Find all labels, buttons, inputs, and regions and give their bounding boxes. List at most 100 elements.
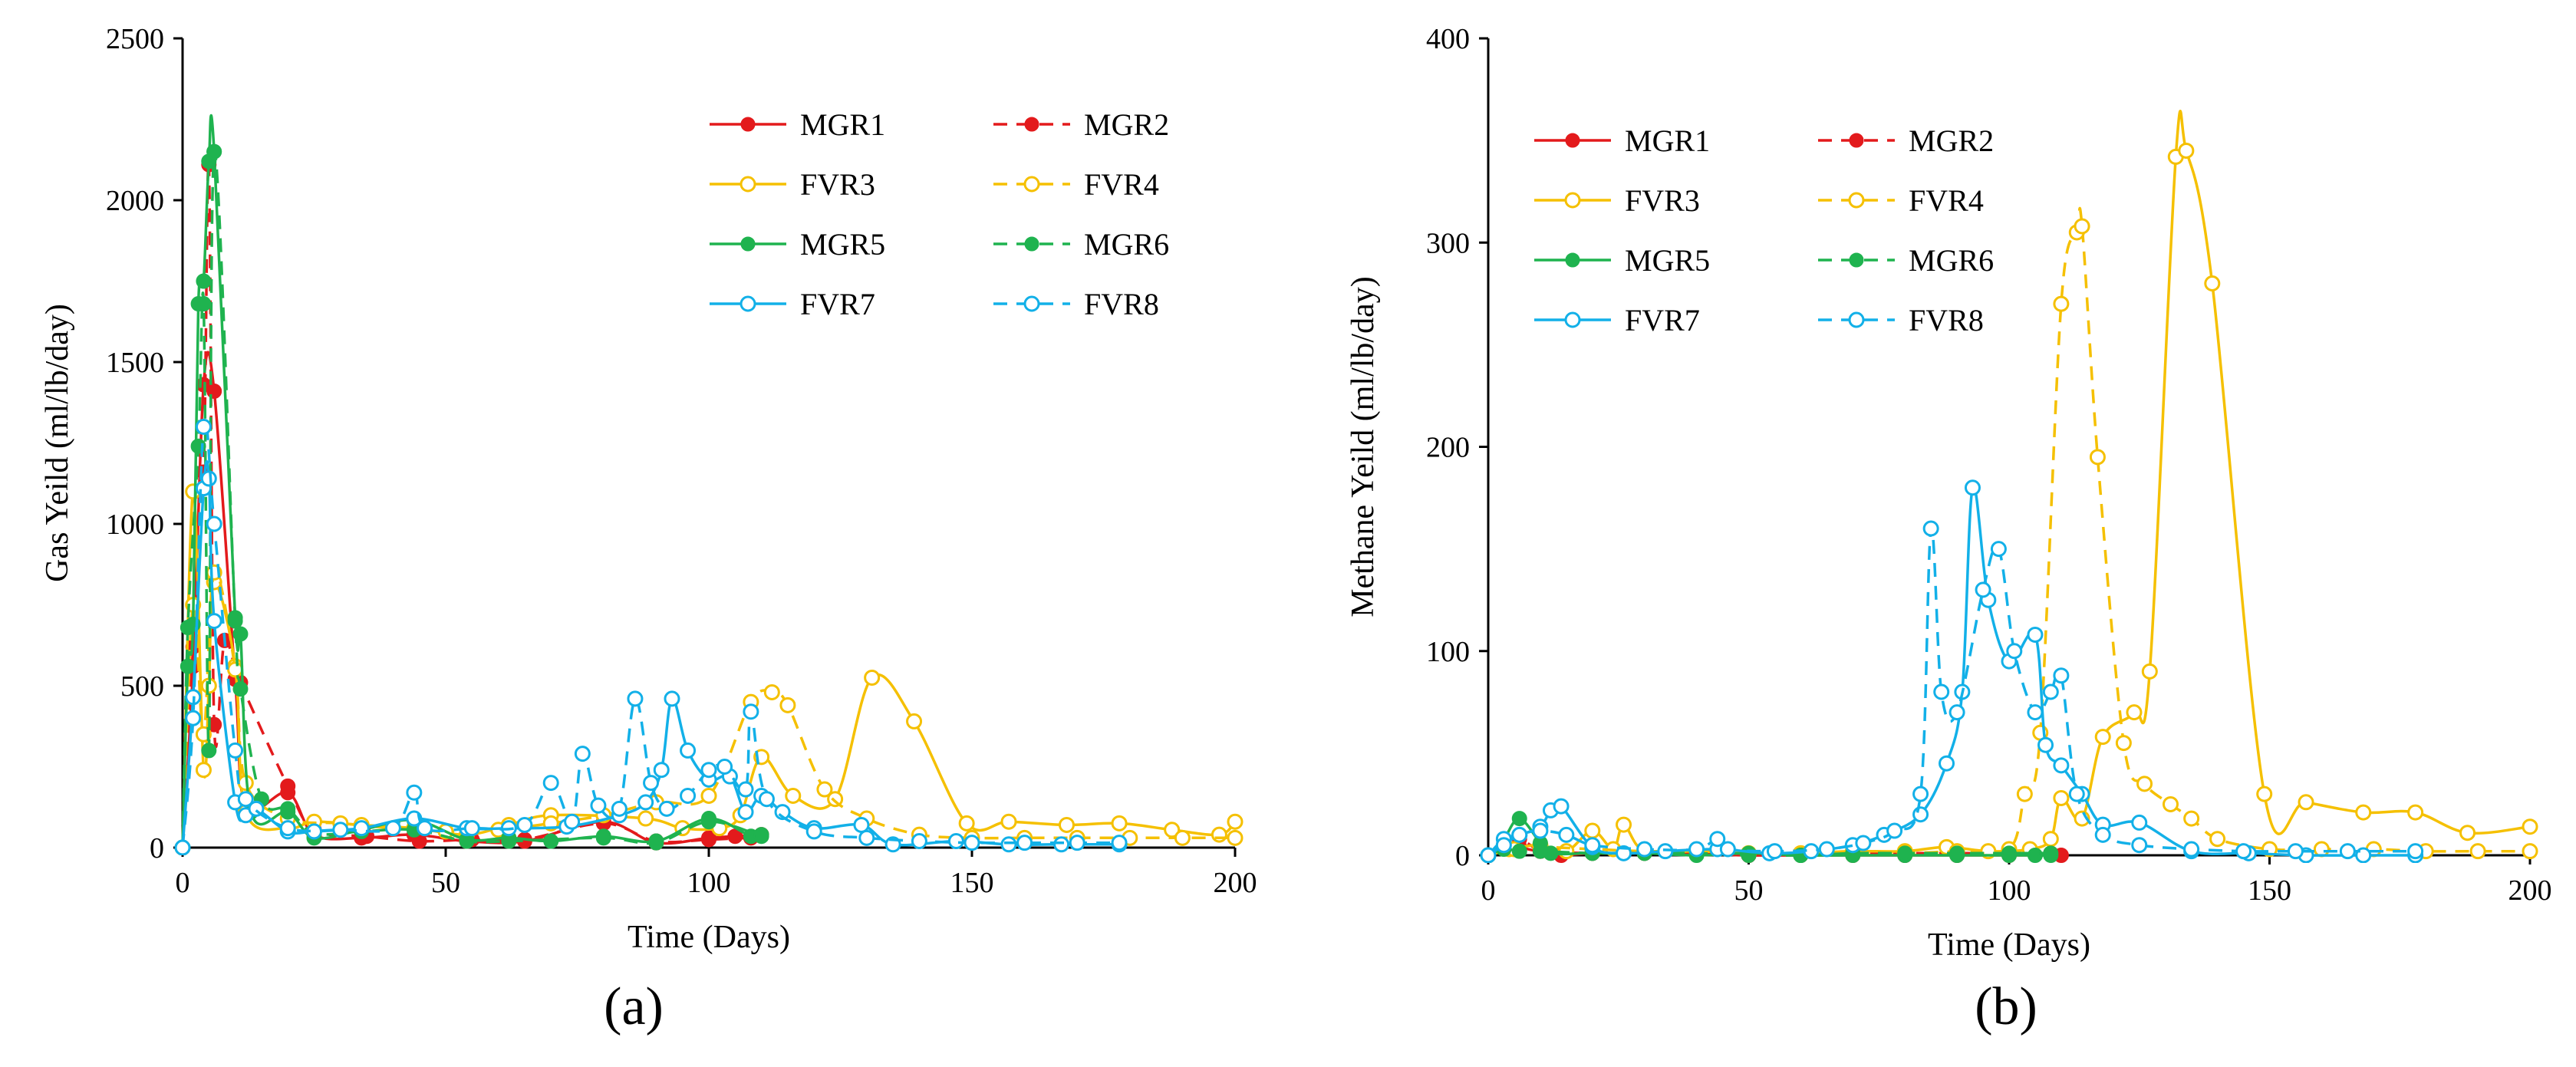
data-point <box>280 801 296 817</box>
data-point <box>501 833 517 849</box>
data-point <box>195 762 212 779</box>
data-point <box>2298 794 2314 811</box>
data-point <box>2006 643 2023 660</box>
legend-marker <box>1564 311 1581 328</box>
data-point <box>2355 804 2372 821</box>
legend-label-FVR7: FVR7 <box>1625 303 1700 338</box>
series-FVR7 <box>174 459 1128 855</box>
data-point <box>280 778 296 794</box>
data-point <box>1227 813 1244 830</box>
data-point <box>2053 789 2070 806</box>
data-point <box>2522 818 2538 835</box>
data-point <box>185 710 202 726</box>
data-point <box>947 833 964 850</box>
data-point <box>611 800 628 817</box>
series-line-MGR6 <box>181 150 763 848</box>
data-point <box>2042 683 2059 700</box>
legend-marker <box>1023 295 1040 312</box>
x-tick-label: 150 <box>950 867 994 899</box>
data-point <box>2131 814 2148 831</box>
data-point <box>701 814 716 830</box>
data-point <box>648 835 664 851</box>
data-point <box>406 784 423 801</box>
data-point <box>1886 822 1903 839</box>
data-point <box>417 820 433 837</box>
y-tick-label: 300 <box>1426 227 1470 259</box>
data-point <box>2287 843 2304 860</box>
data-point <box>2204 275 2221 291</box>
data-point <box>1174 829 1191 846</box>
data-point <box>743 703 759 720</box>
data-point <box>2136 776 2153 792</box>
series-FVR7 <box>1480 479 2424 863</box>
data-point <box>1053 836 1070 853</box>
panel-label: (b) <box>1975 977 2037 1036</box>
data-point <box>680 742 697 759</box>
legend-marker <box>1565 252 1580 268</box>
data-point <box>805 823 822 840</box>
x-tick-label: 0 <box>1481 874 1496 907</box>
data-point <box>1532 822 1549 839</box>
data-point <box>2313 841 2330 858</box>
y-tick-label: 1000 <box>106 509 164 541</box>
data-point <box>1975 581 1991 598</box>
data-point <box>1939 755 1955 772</box>
data-point <box>2459 825 2476 841</box>
data-point <box>564 813 581 830</box>
x-tick-label: 200 <box>1214 867 1257 899</box>
data-point <box>763 683 780 700</box>
x-tick-label: 50 <box>1734 874 1764 907</box>
legend-label-FVR3: FVR3 <box>800 167 875 202</box>
data-point <box>574 746 591 762</box>
data-point <box>2209 831 2226 848</box>
series-line-FVR3 <box>1487 110 2531 857</box>
data-point <box>1964 479 1981 496</box>
series-line-FVR8 <box>1487 525 2416 857</box>
legend-label-FVR7: FVR7 <box>800 287 875 321</box>
data-point <box>864 669 881 686</box>
data-point <box>595 830 611 846</box>
data-point <box>1688 841 1705 858</box>
data-point <box>196 296 212 312</box>
data-point <box>1616 845 1632 861</box>
data-point <box>2016 785 2033 802</box>
data-point <box>1227 829 1244 846</box>
data-point <box>1912 785 1929 802</box>
data-point <box>1766 843 1783 860</box>
data-point <box>1948 704 1965 721</box>
data-point <box>658 800 675 817</box>
data-point <box>1111 815 1128 832</box>
data-point <box>1211 826 1227 843</box>
data-point <box>653 762 670 779</box>
data-point <box>2068 785 2085 802</box>
data-point <box>1855 835 1872 851</box>
legend: MGR1 MGR2 FVR3 FVR4 MGR5 MGR6 FVR7 FVR8 <box>710 107 1169 321</box>
series-MGR6 <box>175 143 769 855</box>
data-point <box>279 820 296 837</box>
data-point <box>716 759 733 775</box>
data-point <box>227 661 244 678</box>
y-tick-label: 100 <box>1426 636 1470 668</box>
series-line-FVR4 <box>181 570 1235 848</box>
data-point <box>206 383 222 399</box>
data-point <box>1511 843 1527 859</box>
data-point <box>227 742 244 759</box>
legend-marker <box>740 117 756 132</box>
data-point <box>2043 845 2059 861</box>
data-point <box>701 832 716 848</box>
chart-panel-2: 0 50 100 150 200 0 100 200 300 400 Time (Days) Meth… <box>1346 23 2552 1036</box>
data-point <box>1616 816 1632 833</box>
data-point <box>543 833 559 849</box>
y-tick-label: 1500 <box>106 347 164 379</box>
legend-label-MGR6: MGR6 <box>1909 243 1994 278</box>
legend-marker <box>740 176 756 193</box>
data-point <box>2027 626 2044 643</box>
legend-label-FVR8: FVR8 <box>1909 303 1984 338</box>
x-axis-title: Time (Days) <box>1928 927 2090 963</box>
legend-label-MGR1: MGR1 <box>800 107 885 142</box>
x-tick-label: 100 <box>1988 874 2031 907</box>
data-point <box>196 273 212 289</box>
legend-marker <box>1024 117 1039 132</box>
x-tick-label: 50 <box>431 867 460 899</box>
